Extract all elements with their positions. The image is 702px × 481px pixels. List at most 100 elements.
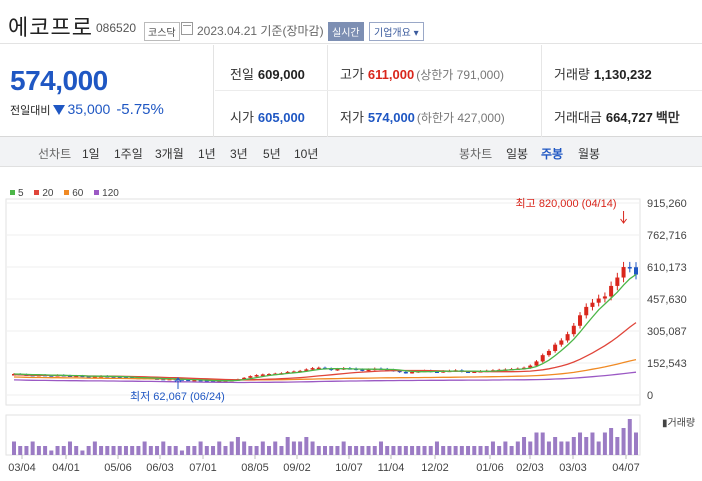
- candle-body: [540, 355, 545, 362]
- x-tick-label: 03/04: [8, 462, 36, 474]
- volume-bar: [490, 441, 495, 455]
- volume-bar: [522, 437, 527, 455]
- open-price: 시가 605,000: [230, 110, 305, 125]
- candle-body: [559, 340, 564, 345]
- volume-bar: [67, 441, 72, 455]
- period-3y[interactable]: 3년: [230, 147, 248, 161]
- volume-bar: [74, 446, 79, 455]
- volume-bar: [565, 441, 570, 455]
- candle-body: [403, 371, 408, 374]
- candle-daily[interactable]: 일봉: [506, 147, 529, 161]
- x-tick-label: 04/07: [612, 462, 640, 474]
- volume-bar: [235, 437, 240, 455]
- volume-bar: [335, 446, 340, 455]
- volume-bar: [105, 446, 110, 455]
- volume-bar: [590, 432, 595, 455]
- candle-monthly[interactable]: 월봉: [578, 147, 601, 161]
- candle-body: [615, 277, 620, 286]
- trade-amount: 거래대금 664,727 백만: [554, 110, 680, 125]
- candle-body: [186, 379, 191, 382]
- volume-bar: [55, 446, 60, 455]
- volume-bar: [397, 446, 402, 455]
- x-tick-label: 09/02: [283, 462, 311, 474]
- volume-label: ▮거래량: [662, 417, 695, 429]
- candle-body: [86, 376, 91, 378]
- x-tick-label: 01/06: [476, 462, 504, 474]
- volume-bar: [515, 441, 520, 455]
- volume-bar: [534, 432, 539, 455]
- period-3m[interactable]: 3개월: [155, 147, 184, 161]
- x-tick-label: 02/03: [516, 462, 544, 474]
- y-tick-label: 305,087: [647, 326, 687, 338]
- volume-bar: [86, 446, 91, 455]
- candle-body: [316, 367, 321, 370]
- candle-body: [304, 369, 309, 371]
- candle-body: [254, 375, 259, 377]
- candle-body: [242, 377, 247, 380]
- candle-body: [546, 350, 551, 356]
- x-tick-label: 05/06: [104, 462, 132, 474]
- volume-bar: [571, 437, 576, 455]
- candle-body: [578, 315, 583, 326]
- volume-bar: [298, 441, 303, 455]
- volume-bar: [49, 450, 54, 455]
- volume-bar: [341, 441, 346, 455]
- candle-body: [285, 371, 290, 374]
- x-tick-label: 03/03: [559, 462, 587, 474]
- volume-bar: [509, 446, 514, 455]
- volume-bar: [92, 441, 97, 455]
- candle-body: [192, 379, 197, 382]
- candle-body: [571, 325, 576, 335]
- market-badge: 코스닥: [144, 22, 180, 41]
- volume-bar: [528, 441, 533, 455]
- x-tick-label: 12/02: [421, 462, 449, 474]
- change-percent: -5.75%: [116, 101, 164, 118]
- volume-bar: [136, 446, 141, 455]
- volume-bar: [142, 441, 147, 455]
- period-1w[interactable]: 1주일: [114, 147, 143, 161]
- ma5-line: [13, 273, 637, 382]
- x-tick-label: 10/07: [335, 462, 363, 474]
- volume-bar: [179, 450, 184, 455]
- current-price: 574,000: [10, 65, 108, 96]
- candle-body: [596, 298, 601, 303]
- volume-bar: [434, 441, 439, 455]
- volume-bar: [211, 446, 216, 455]
- volume-bar: [61, 446, 66, 455]
- ma60-line: [13, 358, 637, 381]
- as-of-date: 2023.04.21 기준(장마감): [197, 24, 324, 38]
- candle-weekly[interactable]: 주봉: [541, 147, 564, 161]
- candle-body: [179, 379, 184, 381]
- volume-bar: [428, 446, 433, 455]
- candle-body: [584, 306, 589, 316]
- volume-bar: [111, 446, 116, 455]
- chart-legend: 5 20 60 120: [10, 188, 127, 199]
- candle-body: [434, 371, 439, 374]
- candle-body: [111, 376, 116, 378]
- x-tick-label: 04/01: [52, 462, 80, 474]
- stock-code: 086520: [96, 21, 137, 35]
- period-10y[interactable]: 10년: [294, 147, 319, 161]
- down-triangle-icon: [53, 105, 66, 115]
- volume-bar: [472, 446, 477, 455]
- stock-chart: 5 20 60 120 0 152,543 305,087 457,630 610,17…: [0, 167, 702, 481]
- period-1d[interactable]: 1일: [82, 147, 100, 161]
- y-tick-label: 610,173: [647, 262, 687, 274]
- volume-bar: [540, 432, 545, 455]
- volume-bar: [615, 437, 620, 455]
- volume-bar: [366, 446, 371, 455]
- candle-body: [621, 267, 626, 278]
- volume-bar: [385, 446, 390, 455]
- volume-bar: [99, 446, 104, 455]
- period-1y[interactable]: 1년: [198, 147, 216, 161]
- volume-bar: [609, 428, 614, 455]
- company-info-dropdown[interactable]: 기업개요 ▾: [369, 22, 424, 41]
- line-chart-label: 선차트: [38, 147, 72, 161]
- low-arrow-head: [174, 377, 182, 383]
- volume-bar: [43, 446, 48, 455]
- volume-bar: [310, 441, 315, 455]
- realtime-button[interactable]: 실시간: [328, 22, 364, 41]
- period-5y[interactable]: 5년: [263, 147, 281, 161]
- x-tick-label: 07/01: [189, 462, 217, 474]
- volume-bar: [347, 446, 352, 455]
